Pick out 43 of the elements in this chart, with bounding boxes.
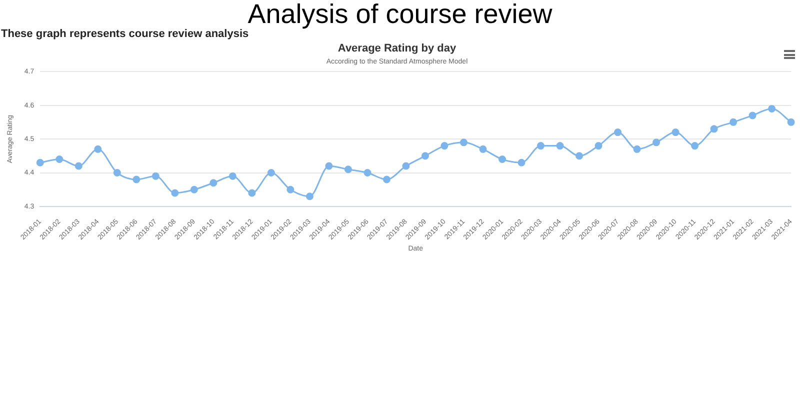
point (710, 125, 718, 133)
point (306, 192, 314, 200)
point (421, 152, 429, 160)
text: Analysis of course review (246, 0, 554, 29)
chart-title: Average Rating by day (338, 42, 457, 55)
point (94, 145, 102, 153)
point (248, 189, 256, 197)
point (228, 172, 236, 180)
point (325, 162, 333, 170)
point (364, 169, 372, 177)
point (479, 145, 487, 153)
point (210, 179, 218, 187)
point (691, 142, 699, 150)
point (56, 156, 64, 164)
text: These graph represents course review analysis (1, 28, 249, 40)
point (518, 158, 526, 166)
point (537, 142, 544, 150)
point (614, 128, 622, 136)
point (267, 169, 275, 177)
point (36, 158, 44, 166)
point (190, 186, 198, 194)
point (440, 142, 448, 150)
point (344, 166, 352, 174)
point (74, 162, 82, 170)
point (787, 118, 795, 126)
point (171, 189, 179, 197)
point (672, 128, 680, 136)
point (286, 186, 294, 194)
point (498, 156, 506, 164)
point (748, 112, 756, 120)
point (652, 138, 660, 146)
point (556, 142, 564, 150)
point (152, 172, 160, 180)
point (576, 152, 584, 160)
point (113, 169, 121, 177)
point (730, 118, 738, 126)
point (382, 176, 390, 184)
point (402, 162, 410, 170)
point (132, 176, 140, 184)
point (633, 145, 641, 153)
point (768, 104, 776, 112)
point (594, 142, 602, 150)
point (460, 138, 468, 146)
